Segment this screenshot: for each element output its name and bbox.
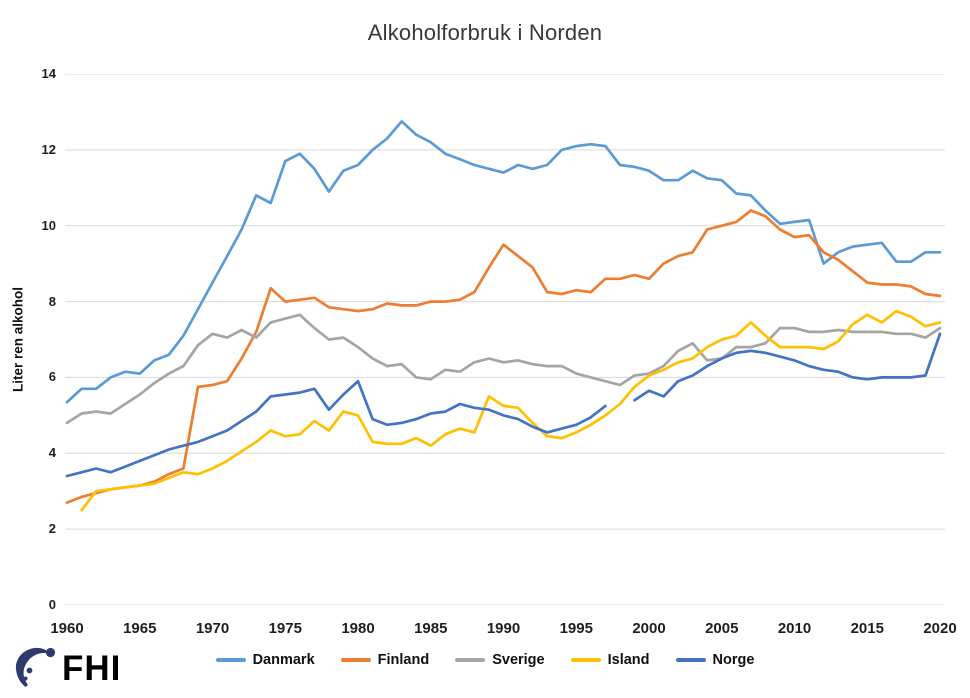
legend-label-danmark: Danmark [252,652,315,668]
legend-label-norge: Norge [712,652,755,668]
y-tick-label-2: 2 [48,521,56,537]
x-tick-label-1970: 1970 [195,620,230,637]
x-tick-label-2010: 2010 [777,620,812,637]
x-tick-label-1980: 1980 [341,620,375,637]
x-tick-label-1995: 1995 [559,620,593,637]
x-tick-label-1985: 1985 [414,620,448,637]
fhi-logo: FHI [12,644,121,694]
x-tick-label-2005: 2005 [705,620,739,637]
y-axis-title: Liter ren alkohol [10,286,26,393]
plot-area [65,74,945,605]
x-tick-label-2000: 2000 [632,620,666,637]
series-line-finland [65,209,942,504]
y-tick-label-4: 4 [48,445,56,461]
y-tick-label-12: 12 [41,141,56,157]
legend-swatch-finland [340,658,371,662]
legend-swatch-sverige [455,658,486,662]
y-tick-label-6: 6 [48,369,56,385]
series-line-norge [65,332,942,478]
x-tick-label-2020: 2020 [923,620,957,637]
legend-label-sverige: Sverige [492,652,545,668]
y-tick-label-10: 10 [41,217,56,233]
legend-item-norge: Norge [675,652,755,668]
series-line-danmark [65,120,942,404]
legend: Danmark Finland Sverige Island Norge [0,652,970,668]
legend-swatch-island [570,658,601,662]
legend-item-finland: Finland [340,652,430,668]
x-tick-label-1965: 1965 [123,620,157,637]
y-tick-label-0: 0 [48,597,56,612]
x-tick-label-2015: 2015 [850,620,884,637]
legend-item-danmark: Danmark [215,652,315,668]
legend-label-island: Island [607,652,650,668]
series-line-sverige [65,313,942,425]
fhi-logo-text: FHI [62,649,122,688]
x-tick-label-1960: 1960 [50,620,84,637]
legend-label-finland: Finland [377,652,430,668]
legend-item-sverige: Sverige [455,652,545,668]
x-tick-label-1990: 1990 [486,620,521,637]
y-tick-label-8: 8 [48,293,56,309]
legend-item-island: Island [570,652,650,668]
chart-title: Alkoholforbruk i Norden [367,20,603,45]
y-tick-label-14: 14 [41,66,56,81]
fhi-logo-mark [15,647,56,687]
x-tick-label-1975: 1975 [268,620,302,637]
legend-swatch-norge [675,658,706,662]
series-line-island [80,309,942,512]
legend-swatch-danmark [215,658,246,662]
